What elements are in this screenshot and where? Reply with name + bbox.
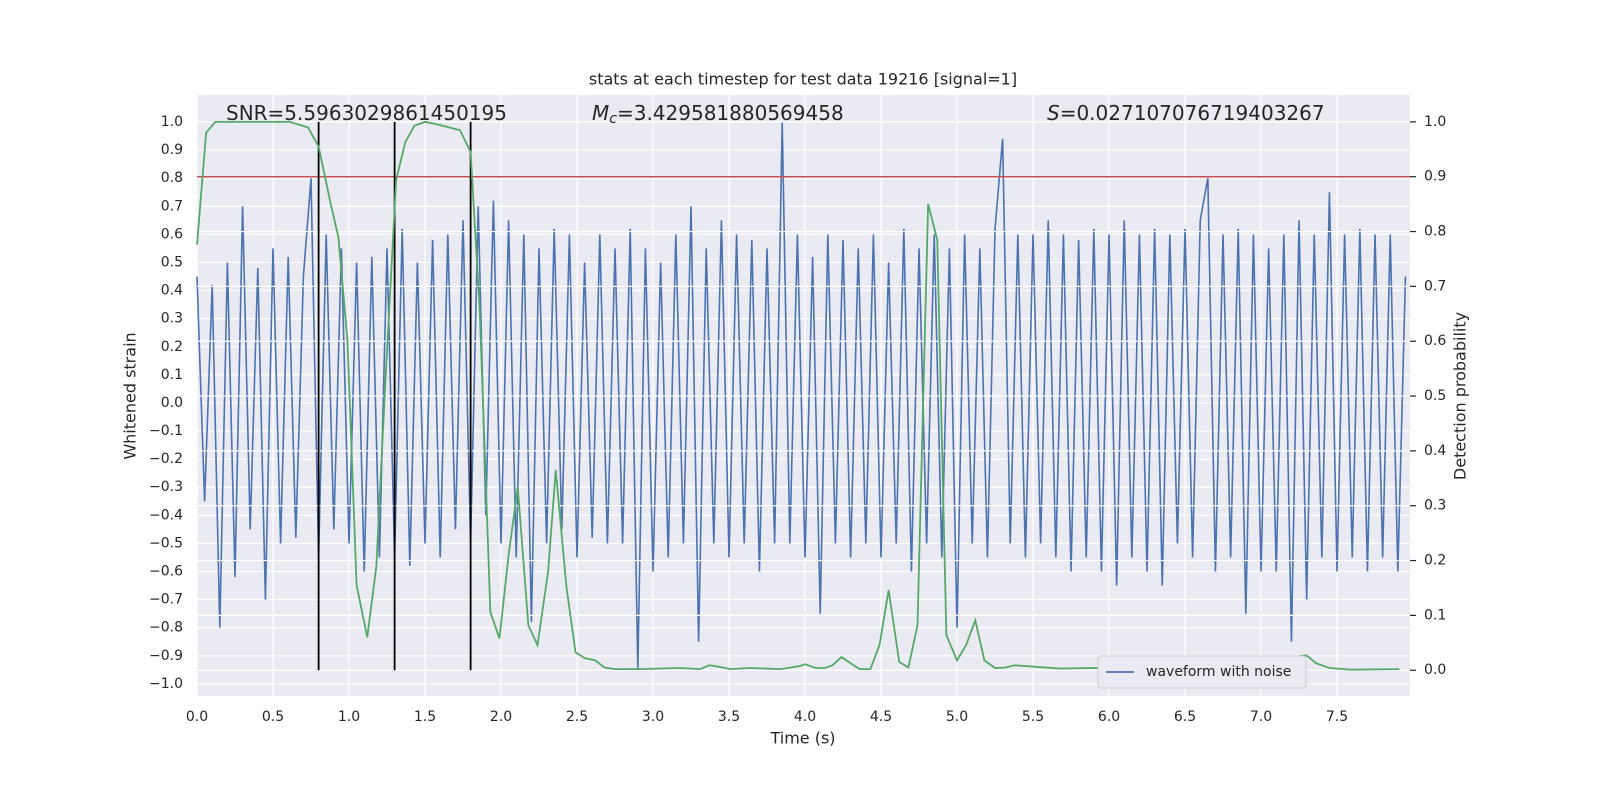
y2-tick-label: 0.1: [1424, 607, 1446, 623]
x-tick-label: 4.5: [870, 709, 892, 725]
x-tick-label: 2.5: [566, 709, 588, 725]
y2-axis-label: Detection probability: [1451, 312, 1470, 480]
legend-box: [1097, 655, 1307, 689]
y-tick-label: −0.9: [149, 648, 183, 664]
annotation: S=0.027107076719403267: [1047, 101, 1325, 125]
y-tick-label: −0.1: [149, 423, 183, 439]
x-tick-label: 0.0: [186, 709, 208, 725]
y-tick-label: −0.5: [149, 535, 183, 551]
x-tick-label: 1.5: [414, 709, 436, 725]
y-tick-label: 0.9: [161, 142, 183, 158]
y2-tick-label: 0.7: [1424, 278, 1446, 294]
y-tick-label: −0.2: [149, 451, 183, 467]
legend-label: waveform with noise: [1146, 664, 1291, 680]
y-tick-label: 0.2: [161, 339, 183, 355]
y-tick-label: 1.0: [161, 114, 183, 130]
series-line: [196, 120, 1400, 671]
x-tick-label: 7.5: [1326, 709, 1348, 725]
y-tick-label: 0.7: [161, 198, 183, 214]
y-tick-label: −1.0: [149, 676, 183, 692]
x-tick-label: 0.5: [262, 709, 284, 725]
x-axis-label: Time (s): [769, 729, 835, 748]
y-tick-label: 0.0: [161, 395, 183, 411]
y2-tick-label: 0.3: [1424, 498, 1446, 514]
x-tick-label: 3.5: [718, 709, 740, 725]
y2-tick-label: 0.9: [1424, 169, 1446, 185]
x-tick-label: 2.0: [490, 709, 512, 725]
y-tick-label: 0.8: [161, 170, 183, 186]
y2-tick-label: 0.8: [1424, 224, 1446, 240]
y-tick-label: −0.3: [149, 479, 183, 495]
annotation: Mc=3.429581880569458: [592, 101, 844, 128]
y-tick-label: −0.8: [149, 620, 183, 636]
y-tick-label: 0.3: [161, 311, 183, 327]
x-tick-label: 5.0: [946, 709, 968, 725]
annotation: SNR=5.5963029861450195: [226, 101, 507, 125]
annotation-symbol: S: [1047, 101, 1060, 125]
x-tick-label: 3.0: [642, 709, 664, 725]
annotation-subscript: c: [609, 111, 617, 127]
x-tick-label: 6.0: [1098, 709, 1120, 725]
y-tick-label: 0.4: [161, 283, 183, 299]
y2-tick-label: 0.2: [1424, 553, 1446, 569]
annotation-text: =3.429581880569458: [617, 101, 844, 125]
chart-title: stats at each timestep for test data 192…: [589, 70, 1017, 89]
x-tick-label: 5.5: [1022, 709, 1044, 725]
annotation-text: =0.027107076719403267: [1060, 101, 1325, 125]
y2-tick-label: 0.5: [1424, 388, 1446, 404]
y2-tick-label: 0.4: [1424, 443, 1446, 459]
y2-tick-label: 1.0: [1424, 114, 1446, 130]
x-tick-label: 7.0: [1250, 709, 1272, 725]
y2-tick-label: 0.6: [1424, 333, 1446, 349]
x-tick-label: 6.5: [1174, 709, 1196, 725]
y-tick-label: 0.1: [161, 367, 183, 383]
y-tick-label: 0.6: [161, 226, 183, 242]
y2-tick-label: 0.0: [1424, 662, 1446, 678]
x-tick-label: 1.0: [338, 709, 360, 725]
y-tick-label: −0.7: [149, 592, 183, 608]
annotation-text: SNR=5.5963029861450195: [226, 101, 507, 125]
y-tick-label: 0.5: [161, 254, 183, 270]
annotation-symbol: M: [592, 101, 609, 125]
y-tick-label: −0.6: [149, 564, 183, 580]
x-tick-label: 4.0: [794, 709, 816, 725]
y-tick-label: −0.4: [149, 507, 183, 523]
y-axis-label: Whitened strain: [121, 332, 140, 459]
